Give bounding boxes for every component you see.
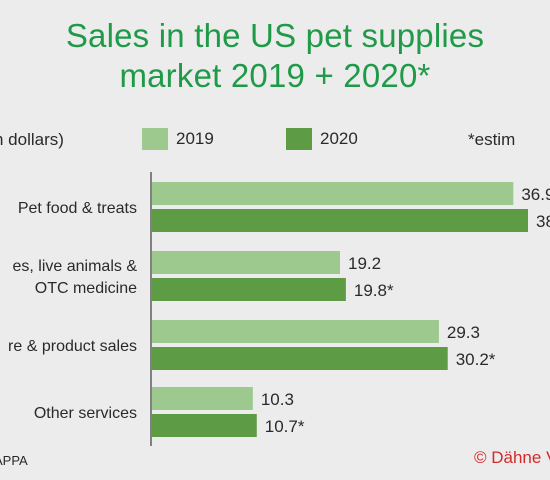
estimate-note: *estim bbox=[468, 130, 516, 149]
bar-2019 bbox=[152, 182, 514, 205]
chart-title-line-1: Sales in the US pet supplies bbox=[65, 17, 485, 54]
bar-2019 bbox=[152, 320, 439, 343]
category-label: es, live animals & bbox=[13, 258, 138, 275]
legend-label-2019: 2019 bbox=[176, 129, 214, 148]
bar-2019 bbox=[152, 387, 253, 410]
legend-swatch-2020 bbox=[286, 128, 312, 150]
data-label-2020: 30.2* bbox=[456, 350, 496, 369]
category-label: Pet food & treats bbox=[18, 200, 137, 217]
bar-2019 bbox=[152, 251, 340, 274]
data-label-2019: 10.3 bbox=[261, 390, 294, 409]
data-label-2019: 29.3 bbox=[447, 323, 480, 342]
credit-label: © Dähne V bbox=[474, 448, 550, 467]
bar-2020 bbox=[152, 414, 257, 437]
data-label-2020: 10.7* bbox=[265, 417, 305, 436]
unit-label: n dollars) bbox=[0, 130, 64, 149]
data-label-2019: 36.9 bbox=[521, 185, 550, 204]
data-label-2020: 19.8* bbox=[354, 281, 394, 300]
category-label: OTC medicine bbox=[35, 280, 137, 297]
legend-label-2020: 2020 bbox=[320, 129, 358, 148]
bar-2020 bbox=[152, 347, 448, 370]
bar-2020 bbox=[152, 278, 346, 301]
legend-swatch-2019 bbox=[142, 128, 168, 150]
bar-2020 bbox=[152, 209, 528, 232]
data-label-2020: 38 bbox=[536, 212, 550, 231]
source-label: APPA bbox=[0, 453, 28, 468]
data-label-2019: 19.2 bbox=[348, 254, 381, 273]
category-label: re & product sales bbox=[8, 338, 137, 355]
chart-title-line-2: market 2019 + 2020* bbox=[119, 57, 431, 94]
category-label: Other services bbox=[34, 405, 137, 422]
